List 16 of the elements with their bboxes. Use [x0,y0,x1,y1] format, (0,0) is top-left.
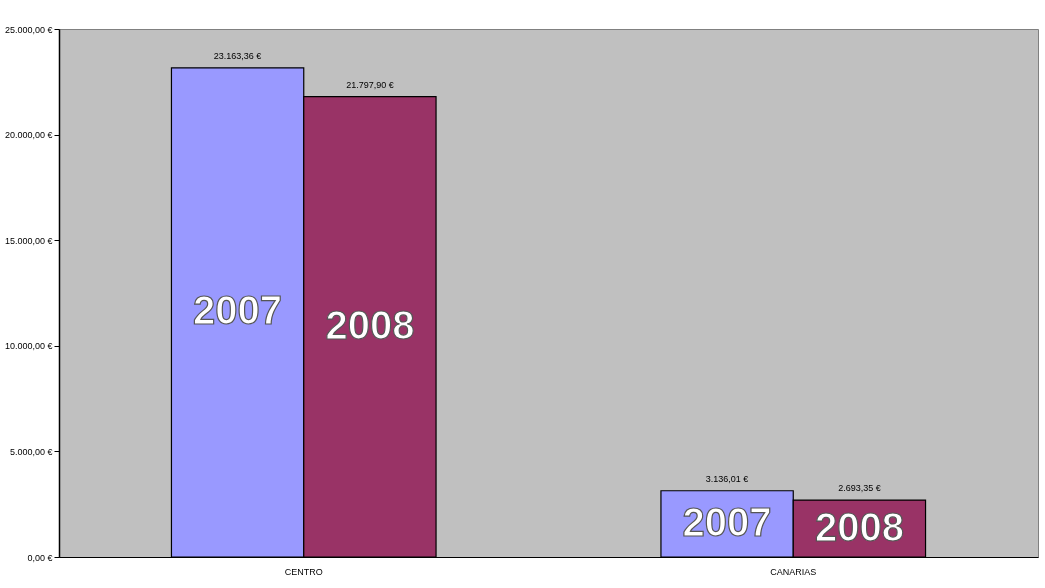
y-tick-label: 10.000,00 € [4,341,53,352]
x-tick-label: CANARIAS [770,566,817,577]
y-tick-label: 5.000,00 € [9,446,53,457]
x-tick-label: CENTRO [284,566,323,577]
data-label: 21.797,90 € [346,79,394,90]
text: 2007 [193,288,283,333]
y-tick-label: 25.000,00 € [4,24,53,35]
y-tick-label: 0,00 € [27,552,53,563]
data-label: 2.693,35 € [838,483,881,494]
data-label: 3.136,01 € [705,473,749,484]
data-label: 23.163,36 € [213,50,262,61]
text: 2008 [325,302,415,347]
y-tick-label: 15.000,00 € [4,235,53,246]
y-tick-label: 20.000,00 € [4,130,53,141]
series-label: 2007 [682,499,772,544]
series-label: 2008 [814,504,904,549]
